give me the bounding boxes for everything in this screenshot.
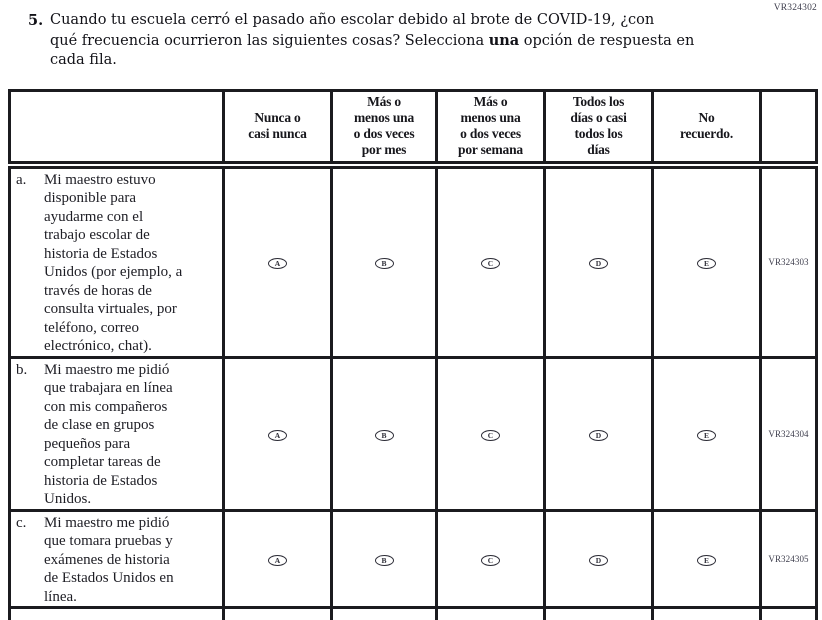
table-header-row: Nunca o casi nunca Más o menos una o dos… (8, 89, 818, 169)
answer-bubble-b-E[interactable]: E (697, 429, 716, 441)
question-text-emphasis: una (488, 31, 520, 49)
answer-bubble-c-C[interactable]: C (481, 555, 500, 566)
option-cell-c-dias: D (543, 508, 654, 609)
statement-cell-b: b. Mi maestro me pidió que trabajara en … (8, 355, 225, 512)
option-cell-a-norecuerdo: E (651, 163, 762, 359)
answer-bubble-a-C[interactable]: C (481, 258, 500, 270)
row-marker-c: c. (16, 514, 27, 531)
answer-bubble-b-C[interactable]: C (481, 429, 500, 441)
option-cell-c-semana: C (435, 508, 546, 609)
option-cell-c-nunca: A (222, 508, 333, 609)
row-code-c: VR324305 (759, 508, 818, 609)
row-marker-b: b. (16, 361, 28, 378)
row-statement-b: Mi maestro me pidió que trabajara en lín… (44, 361, 173, 508)
column-header-statement (8, 89, 225, 169)
statement-cell-c: c. Mi maestro me pidió que tomara prueba… (8, 508, 225, 609)
answer-bubble-b-D[interactable]: D (589, 429, 608, 441)
option-cell-a-semana: C (435, 163, 546, 359)
column-header-code (759, 89, 818, 169)
question-text: Cuando tu escuela cerró el pasado año es… (50, 11, 694, 71)
row-statement-c: Mi maestro me pidió que tomara pruebas y… (44, 514, 174, 605)
question-number: 5. (28, 12, 44, 29)
frequency-response-table: Nunca o casi nunca Más o menos una o dos… (8, 89, 818, 620)
table-row-a: a. Mi maestro estuvo disponible para ayu… (8, 163, 818, 359)
option-cell-c-mes: B (330, 508, 438, 609)
option-cell-a-nunca: A (222, 163, 333, 359)
question-text-after: opción de respuesta en cada fila. (50, 32, 695, 69)
statement-cell-a: a. Mi maestro estuvo disponible para ayu… (8, 163, 225, 359)
option-cell-b-nunca: A (222, 355, 333, 512)
option-cell-a-dias: D (543, 163, 654, 359)
answer-bubble-a-D[interactable]: D (589, 258, 608, 270)
answer-bubble-a-A[interactable]: A (268, 258, 287, 270)
answer-bubble-a-B[interactable]: B (374, 258, 394, 270)
column-header-por-mes: Más o menos una o dos veces por mes (330, 89, 438, 169)
column-header-no-recuerdo: No recuerdo. (651, 89, 762, 169)
question-text-before: Cuando tu escuela cerró el pasado año es… (50, 12, 655, 49)
column-header-por-semana: Más o menos una o dos veces por semana (435, 89, 546, 169)
answer-bubble-a-E[interactable]: E (697, 258, 716, 270)
column-header-nunca: Nunca o casi nunca (222, 89, 333, 169)
column-header-todos-los-dias: Todos los días o casi todos los días (543, 89, 654, 169)
row-code-a: VR324303 (759, 163, 818, 359)
form-code: VR324302 (773, 3, 817, 13)
row-code-b: VR324304 (759, 355, 818, 512)
option-cell-b-mes: B (330, 355, 438, 512)
option-cell-c-norecuerdo: E (651, 508, 762, 609)
option-cell-b-norecuerdo: E (651, 355, 762, 512)
row-marker-a: a. (16, 171, 27, 188)
option-cell-b-dias: D (543, 355, 654, 512)
question-block: 5. Cuando tu escuela cerró el pasado año… (28, 11, 694, 71)
answer-bubble-b-A[interactable]: A (268, 429, 287, 441)
option-cell-b-semana: C (435, 355, 546, 512)
row-statement-a: Mi maestro estuvo disponible para ayudar… (44, 171, 183, 355)
table-row-c: c. Mi maestro me pidió que tomara prueba… (8, 508, 818, 609)
answer-bubble-c-D[interactable]: D (589, 555, 608, 566)
option-cell-a-mes: B (330, 163, 438, 359)
table-row-b: b. Mi maestro me pidió que trabajara en … (8, 355, 818, 512)
cutoff-next-row (8, 606, 818, 620)
answer-bubble-c-B[interactable]: B (374, 555, 394, 566)
answer-bubble-c-A[interactable]: A (268, 555, 287, 566)
answer-bubble-c-E[interactable]: E (697, 555, 716, 566)
answer-bubble-b-B[interactable]: B (374, 429, 394, 441)
